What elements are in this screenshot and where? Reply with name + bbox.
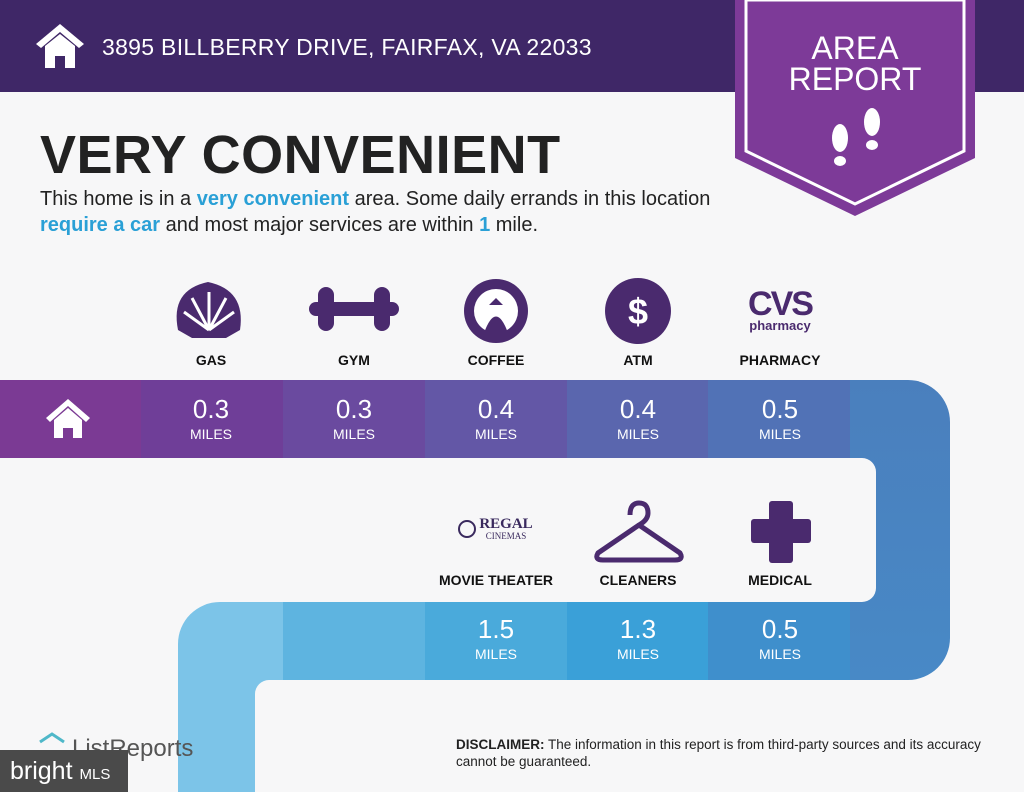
mls-word: MLS xyxy=(79,766,111,783)
service-unit: MILES xyxy=(474,646,517,662)
service-unit: MILES xyxy=(474,426,517,442)
mls-badge: bright MLS xyxy=(0,750,128,792)
service-distance: 1.3 xyxy=(619,614,657,644)
regal-icon xyxy=(458,520,476,538)
description-part: require a car xyxy=(40,214,161,236)
address: 3895 BILLBERRY DRIVE, FAIRFAX, VA 22033 xyxy=(102,34,592,60)
coffee-icon xyxy=(464,279,528,343)
brand-icon xyxy=(39,732,65,744)
badge xyxy=(735,0,975,216)
description-part: and most major services are within xyxy=(160,214,480,236)
description-part: 1 xyxy=(479,214,491,236)
logo-text: pharmacy xyxy=(749,318,811,333)
service-label: PHARMACY xyxy=(739,352,821,368)
service-distance: 0.4 xyxy=(477,394,515,424)
cleaners-icon xyxy=(594,500,684,563)
service-unit: MILES xyxy=(616,646,659,662)
svg-text:$: $ xyxy=(628,291,648,332)
atm-icon: $ xyxy=(605,278,671,344)
service-label: MOVIE THEATER xyxy=(438,572,554,588)
service-unit: MILES xyxy=(758,646,801,662)
disclaimer-label: DISCLAIMER: xyxy=(456,737,545,752)
service-distance: 0.5 xyxy=(761,394,799,424)
description: This home is in a very convenient area. … xyxy=(40,186,730,238)
badge-line: REPORT xyxy=(788,61,922,97)
service-unit: MILES xyxy=(189,426,232,442)
service-unit: MILES xyxy=(758,426,801,442)
gas-icon xyxy=(176,282,241,338)
gym-icon xyxy=(309,287,399,331)
disclaimer-text: The information in this report is from t… xyxy=(456,737,981,769)
service-distance: 0.4 xyxy=(619,394,657,424)
description-part: very convenient xyxy=(196,188,350,210)
service-label: ATM xyxy=(623,352,653,368)
logo-text: CVS xyxy=(748,285,814,323)
header-home-icon xyxy=(36,24,84,68)
title: VERY CONVENIENT xyxy=(40,125,561,185)
home-icon xyxy=(46,399,90,438)
mls-word: bright xyxy=(10,757,73,785)
description-part: mile. xyxy=(490,214,539,236)
badge-line: AREA xyxy=(811,30,899,66)
service-label: GAS xyxy=(195,352,227,368)
logo-text: REGAL xyxy=(479,516,533,532)
service-distance: 1.5 xyxy=(477,614,515,644)
service-label: GYM xyxy=(338,352,370,368)
service-distance: 0.5 xyxy=(761,614,799,644)
description-part: area. Some daily errands in this locatio… xyxy=(349,188,711,210)
service-distance: 0.3 xyxy=(335,394,373,424)
service-unit: MILES xyxy=(332,426,375,442)
route-band xyxy=(0,380,950,792)
service-label: MEDICAL xyxy=(748,572,812,588)
service-distance: 0.3 xyxy=(192,394,230,424)
service-label: CLEANERS xyxy=(599,572,677,588)
description-part: This home is in a xyxy=(40,188,197,210)
medical-icon xyxy=(751,501,811,563)
disclaimer: DISCLAIMER: The information in this repo… xyxy=(456,736,996,770)
logo-text: CINEMAS xyxy=(485,531,527,541)
service-label: COFFEE xyxy=(467,352,525,368)
service-unit: MILES xyxy=(616,426,659,442)
